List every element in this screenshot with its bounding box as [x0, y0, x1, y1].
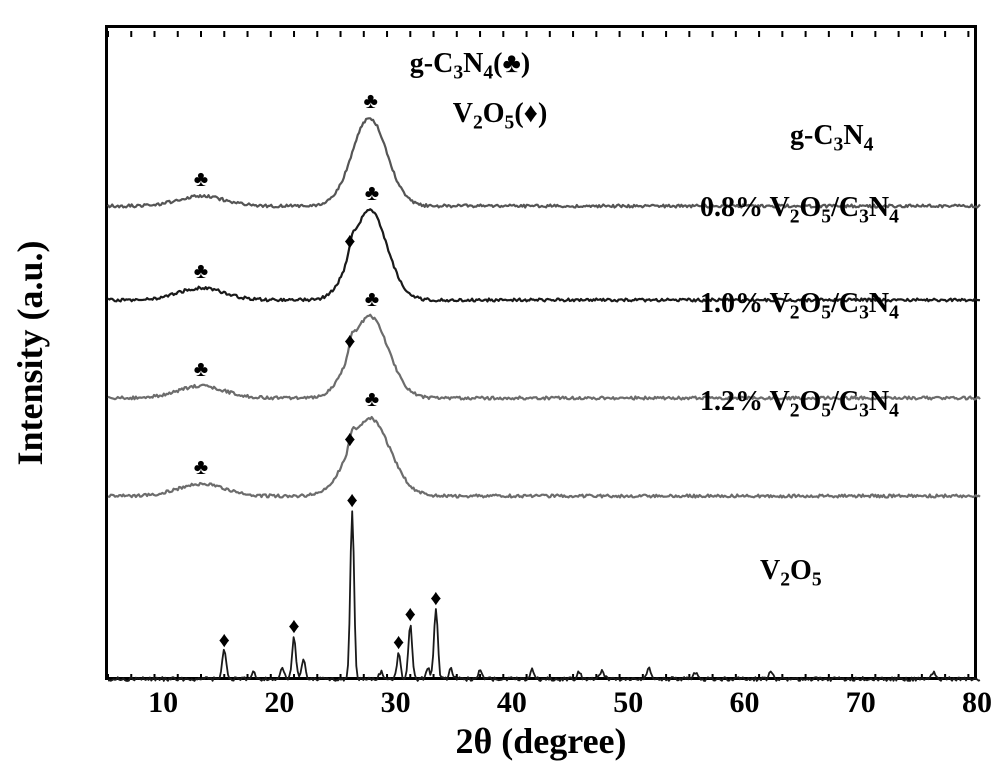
diamond-marker: ♦: [219, 627, 230, 652]
x-tick-label: 30: [381, 686, 411, 720]
club-marker: ♣: [194, 166, 208, 191]
trace-1.2pct: [108, 417, 980, 498]
x-tick-label: 60: [729, 686, 759, 720]
trace-label-V2O5: V2O5: [760, 555, 822, 592]
x-tick-label: 20: [264, 686, 294, 720]
legend-key-club: g-C3N4(♣): [410, 48, 530, 85]
club-marker: ♣: [194, 258, 208, 283]
diamond-marker: ♦: [344, 328, 355, 353]
x-tick-label: 70: [846, 686, 876, 720]
club-marker: ♣: [194, 356, 208, 381]
x-tick-label: 80: [962, 686, 992, 720]
club-marker: ♣: [365, 180, 379, 205]
y-axis-label: Intensity (a.u.): [9, 240, 51, 465]
trace-label-gC3N4: g-C3N4: [790, 120, 873, 157]
trace-label-0.8pct: 0.8% V2O5/C3N4: [700, 192, 899, 229]
trace-V2O5: [108, 511, 980, 681]
trace-label-1.0pct: 1.0% V2O5/C3N4: [700, 288, 899, 325]
x-tick-label: 10: [148, 686, 178, 720]
diamond-marker: ♦: [393, 629, 404, 654]
x-tick-label: 40: [497, 686, 527, 720]
diamond-marker: ♦: [344, 228, 355, 253]
xrd-figure: ♦♦♦♦♦♦♣♦♣♣♦♣♣♦♣♣♣ Intensity (a.u.) 2θ (d…: [0, 0, 1000, 775]
club-marker: ♣: [364, 88, 378, 113]
x-axis-label: 2θ (degree): [455, 720, 626, 762]
x-tick-label: 50: [613, 686, 643, 720]
club-marker: ♣: [194, 454, 208, 479]
legend-key-diamond: V2O5(♦): [453, 98, 548, 135]
diamond-marker: ♦: [347, 487, 358, 512]
diamond-marker: ♦: [405, 601, 416, 626]
club-marker: ♣: [365, 386, 379, 411]
club-marker: ♣: [365, 286, 379, 311]
trace-label-1.2pct: 1.2% V2O5/C3N4: [700, 386, 899, 423]
diamond-marker: ♦: [288, 613, 299, 638]
diamond-marker: ♦: [344, 426, 355, 451]
diamond-marker: ♦: [430, 585, 441, 610]
